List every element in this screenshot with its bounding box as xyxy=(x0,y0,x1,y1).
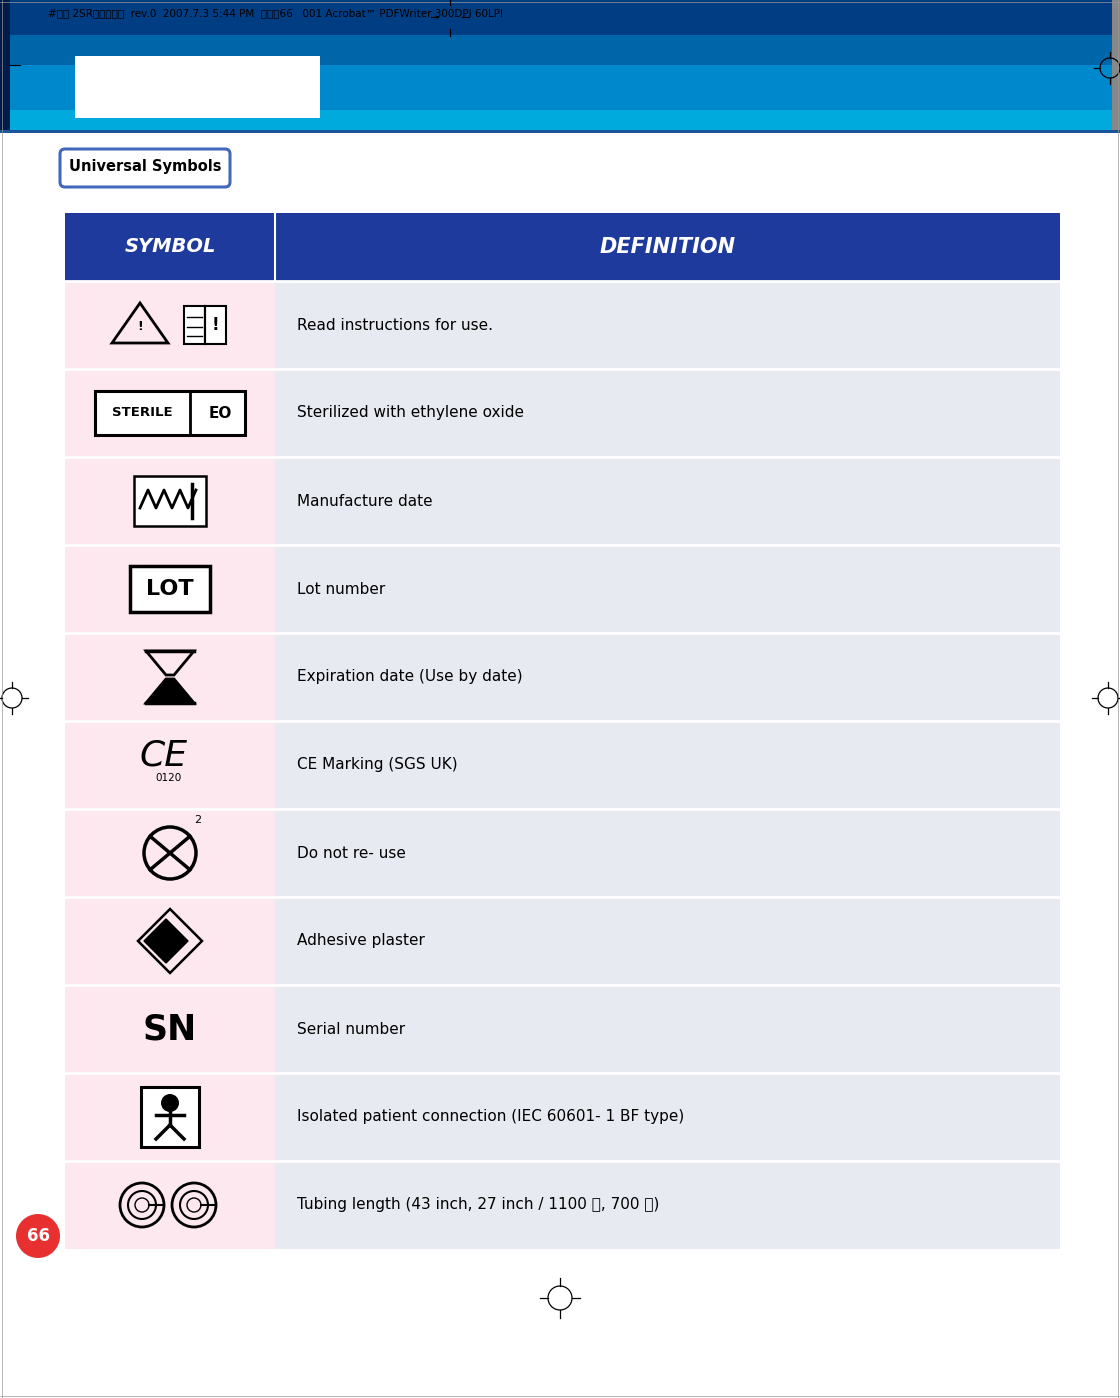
Bar xyxy=(75,56,320,117)
Bar xyxy=(1112,0,1120,130)
Text: Sterilized with ethylene oxide: Sterilized with ethylene oxide xyxy=(297,405,524,421)
FancyBboxPatch shape xyxy=(60,150,230,187)
Text: EO: EO xyxy=(208,405,232,421)
Bar xyxy=(276,809,1060,898)
Text: Do not re- use: Do not re- use xyxy=(297,846,405,861)
Circle shape xyxy=(161,1095,179,1111)
Bar xyxy=(276,369,1060,457)
Bar xyxy=(0,0,1120,130)
Bar xyxy=(65,898,276,986)
Bar xyxy=(65,809,276,898)
Text: Serial number: Serial number xyxy=(297,1022,405,1036)
Bar xyxy=(65,1160,276,1248)
Text: STERILE: STERILE xyxy=(112,407,172,419)
Polygon shape xyxy=(144,918,188,963)
Text: LOT: LOT xyxy=(147,579,194,598)
Text: 0120: 0120 xyxy=(155,773,181,783)
Bar xyxy=(0,0,10,130)
Text: Isolated patient connection (IEC 60601- 1 BF type): Isolated patient connection (IEC 60601- … xyxy=(297,1110,684,1124)
Circle shape xyxy=(16,1213,60,1258)
Bar xyxy=(0,130,1120,133)
Bar xyxy=(276,633,1060,721)
Text: DEFINITION: DEFINITION xyxy=(599,238,736,257)
Text: !: ! xyxy=(212,316,220,334)
Bar xyxy=(0,64,1120,130)
Bar xyxy=(276,1074,1060,1160)
Text: !: ! xyxy=(137,320,143,334)
Bar xyxy=(276,281,1060,369)
Bar xyxy=(276,545,1060,633)
Bar xyxy=(276,721,1060,809)
Text: CE Marking (SGS UK): CE Marking (SGS UK) xyxy=(297,758,458,773)
Text: Tubing length (43 inch, 27 inch / 1100 ㎡, 700 ㎏): Tubing length (43 inch, 27 inch / 1100 ㎡… xyxy=(297,1198,660,1212)
Bar xyxy=(65,281,276,369)
Bar xyxy=(276,898,1060,986)
Bar xyxy=(276,986,1060,1074)
FancyBboxPatch shape xyxy=(205,306,226,344)
Text: Lot number: Lot number xyxy=(297,582,385,597)
Bar xyxy=(65,986,276,1074)
FancyBboxPatch shape xyxy=(130,566,211,612)
Polygon shape xyxy=(146,679,194,703)
Bar xyxy=(276,457,1060,545)
Text: #다나 2SR영문메뉴얼  rev.0  2007.7.3 5:44 PM  페이지66   001 Acrobat™ PDFWriter 300DPI 60L: #다나 2SR영문메뉴얼 rev.0 2007.7.3 5:44 PM 페이지6… xyxy=(48,8,503,18)
Bar xyxy=(0,110,1120,130)
Text: SN: SN xyxy=(143,1012,197,1046)
Text: 66: 66 xyxy=(27,1227,49,1246)
Bar xyxy=(65,212,1060,281)
Bar xyxy=(65,721,276,809)
Bar xyxy=(65,1074,276,1160)
Text: Universal Symbols: Universal Symbols xyxy=(68,159,222,175)
FancyBboxPatch shape xyxy=(184,306,205,344)
Text: 2: 2 xyxy=(194,815,202,825)
FancyBboxPatch shape xyxy=(95,391,245,435)
Text: CE: CE xyxy=(140,740,188,773)
Text: SYMBOL: SYMBOL xyxy=(124,238,216,256)
Bar xyxy=(65,457,276,545)
Bar xyxy=(65,633,276,721)
FancyBboxPatch shape xyxy=(134,475,206,526)
Text: Adhesive plaster: Adhesive plaster xyxy=(297,934,424,948)
Bar xyxy=(0,35,1120,130)
Text: Expiration date (Use by date): Expiration date (Use by date) xyxy=(297,670,523,685)
FancyBboxPatch shape xyxy=(141,1088,199,1146)
Bar xyxy=(65,545,276,633)
Bar xyxy=(65,369,276,457)
Text: Manufacture date: Manufacture date xyxy=(297,493,432,509)
Bar xyxy=(276,1160,1060,1248)
Text: Read instructions for use.: Read instructions for use. xyxy=(297,317,493,333)
